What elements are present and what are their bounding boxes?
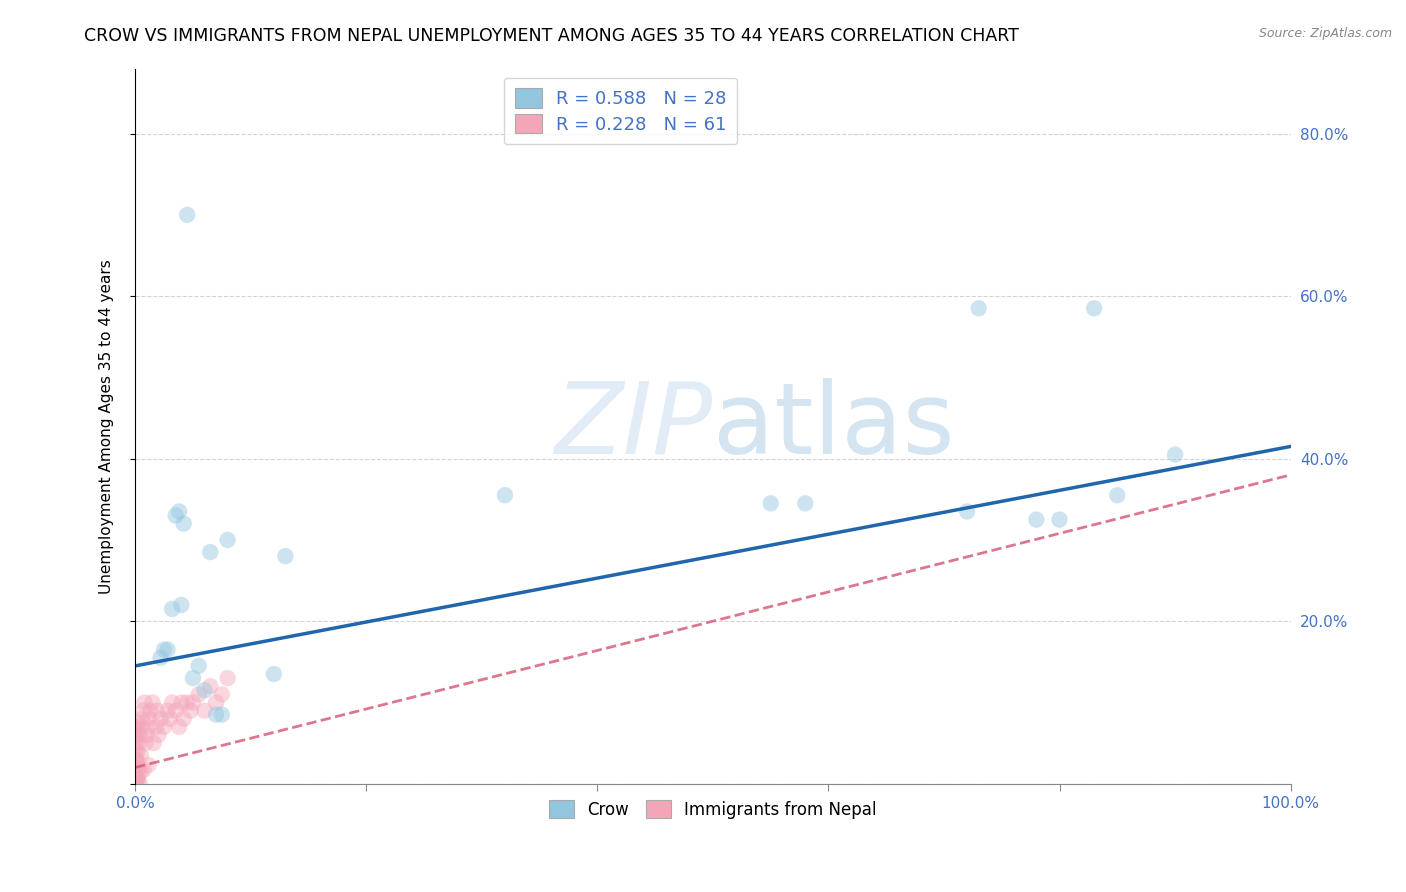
Point: [124, 777, 146, 791]
Text: atlas: atlas: [713, 377, 955, 475]
Point: [138, 758, 160, 772]
Point: [145, 720, 167, 734]
Point: [135, 736, 157, 750]
Point: [124, 728, 146, 742]
Point: [136, 720, 159, 734]
Point: [124, 744, 146, 758]
Point: [127, 773, 149, 788]
Point: [132, 704, 155, 718]
Point: [217, 671, 239, 685]
Point: [124, 777, 146, 791]
Point: [180, 704, 202, 718]
Point: [211, 687, 233, 701]
Point: [127, 715, 149, 730]
Point: [127, 744, 149, 758]
Point: [263, 667, 285, 681]
Point: [176, 696, 198, 710]
Point: [165, 704, 187, 718]
Point: [124, 736, 146, 750]
Point: [187, 659, 209, 673]
Point: [956, 504, 979, 518]
Point: [153, 642, 176, 657]
Point: [141, 696, 163, 710]
Point: [170, 598, 193, 612]
Point: [205, 707, 228, 722]
Point: [128, 728, 150, 742]
Point: [128, 776, 150, 790]
Point: [200, 679, 222, 693]
Point: [148, 728, 170, 742]
Point: [124, 772, 146, 786]
Point: [124, 720, 146, 734]
Text: CROW VS IMMIGRANTS FROM NEPAL UNEMPLOYMENT AMONG AGES 35 TO 44 YEARS CORRELATION: CROW VS IMMIGRANTS FROM NEPAL UNEMPLOYME…: [84, 27, 1019, 45]
Point: [193, 683, 215, 698]
Point: [170, 696, 193, 710]
Point: [159, 712, 181, 726]
Point: [129, 720, 152, 734]
Point: [165, 508, 187, 523]
Point: [160, 602, 183, 616]
Point: [759, 496, 782, 510]
Point: [124, 752, 146, 766]
Point: [156, 642, 179, 657]
Point: [494, 488, 516, 502]
Point: [274, 549, 297, 564]
Text: ZIP: ZIP: [554, 377, 713, 475]
Point: [173, 516, 195, 531]
Point: [200, 545, 222, 559]
Point: [124, 769, 146, 783]
Point: [193, 704, 215, 718]
Text: Source: ZipAtlas.com: Source: ZipAtlas.com: [1258, 27, 1392, 40]
Point: [129, 748, 152, 763]
Point: [125, 772, 148, 786]
Point: [1025, 513, 1047, 527]
Point: [794, 496, 817, 510]
Point: [167, 720, 190, 734]
Point: [156, 704, 179, 718]
Point: [124, 760, 146, 774]
Point: [128, 736, 150, 750]
Point: [167, 504, 190, 518]
Point: [127, 723, 149, 737]
Legend: Crow, Immigrants from Nepal: Crow, Immigrants from Nepal: [543, 794, 883, 825]
Point: [205, 696, 228, 710]
Point: [1049, 513, 1071, 527]
Point: [1083, 301, 1105, 316]
Point: [132, 763, 155, 777]
Point: [135, 728, 157, 742]
Point: [181, 671, 204, 685]
Point: [138, 712, 160, 726]
Point: [146, 704, 169, 718]
Point: [128, 762, 150, 776]
Point: [149, 650, 172, 665]
Point: [1164, 448, 1187, 462]
Point: [125, 754, 148, 768]
Point: [131, 712, 153, 726]
Point: [187, 687, 209, 701]
Point: [181, 696, 204, 710]
Point: [173, 712, 195, 726]
Point: [125, 752, 148, 766]
Point: [149, 712, 172, 726]
Point: [211, 707, 233, 722]
Point: [1107, 488, 1129, 502]
Point: [124, 761, 146, 775]
Point: [153, 720, 176, 734]
Point: [139, 704, 162, 718]
Point: [176, 208, 198, 222]
Point: [142, 736, 165, 750]
Y-axis label: Unemployment Among Ages 35 to 44 years: Unemployment Among Ages 35 to 44 years: [100, 259, 114, 593]
Point: [967, 301, 990, 316]
Point: [134, 696, 156, 710]
Point: [217, 533, 239, 547]
Point: [129, 764, 152, 779]
Point: [127, 772, 149, 786]
Point: [124, 764, 146, 778]
Point: [160, 696, 183, 710]
Point: [125, 728, 148, 742]
